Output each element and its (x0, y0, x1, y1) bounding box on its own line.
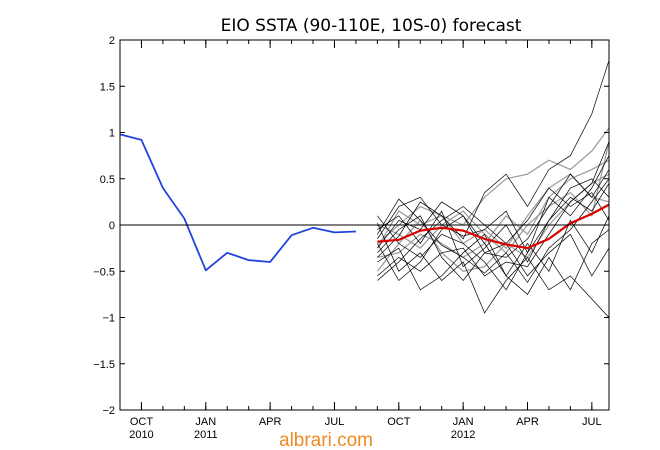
y-tick-label: −1 (102, 313, 115, 325)
ensemble-mean-line (377, 203, 610, 250)
y-tick-label: 1.5 (100, 81, 115, 93)
ensemble-member-line (377, 215, 610, 291)
watermark: albrari.com (279, 430, 373, 450)
x-tick-label: APR (259, 416, 282, 428)
ensemble-members-black (377, 60, 610, 318)
x-tick-label: APR (516, 416, 539, 428)
y-tick-label: 0.5 (100, 174, 115, 186)
y-tick-label: −2 (102, 405, 115, 417)
ensemble-member-line (377, 178, 610, 268)
x-tick-label: OCT (387, 416, 411, 428)
ensemble-member-line (377, 155, 610, 254)
ensemble-member-line (377, 60, 610, 258)
ensemble-member-line (377, 169, 610, 282)
x-tick-year-label: 2011 (194, 429, 218, 441)
y-tick-label: 2 (109, 35, 115, 47)
x-tick-label: OCT (130, 416, 154, 428)
x-tick-label: JAN (195, 416, 216, 428)
y-tick-label: 0 (109, 220, 115, 232)
ensemble-member-line (377, 141, 610, 277)
observed-line (119, 133, 356, 272)
ensemble-member-line (377, 215, 610, 295)
chart-title: EIO SSTA (90-110E, 10S-0) forecast (221, 16, 522, 36)
ensemble-member-line (377, 183, 610, 291)
y-tick-label: −1.5 (93, 359, 115, 371)
y-tick-label: −0.5 (93, 266, 115, 278)
ensemble-member-gray-line (377, 141, 610, 254)
x-tick-label: JUL (325, 416, 345, 428)
ensemble-member-line (377, 178, 610, 284)
x-tick-label: JUL (582, 416, 602, 428)
ensemble-member-line (377, 206, 610, 281)
series-layer (119, 133, 610, 272)
y-tick-label: 1 (109, 128, 115, 140)
x-tick-label: JAN (453, 416, 474, 428)
x-tick-year-label: 2010 (129, 429, 153, 441)
x-tick-year-label: 2012 (451, 429, 475, 441)
ensemble-member-line (377, 223, 610, 318)
ensemble-member-gray-line (376, 127, 610, 244)
ensemble-member-line (377, 187, 610, 254)
